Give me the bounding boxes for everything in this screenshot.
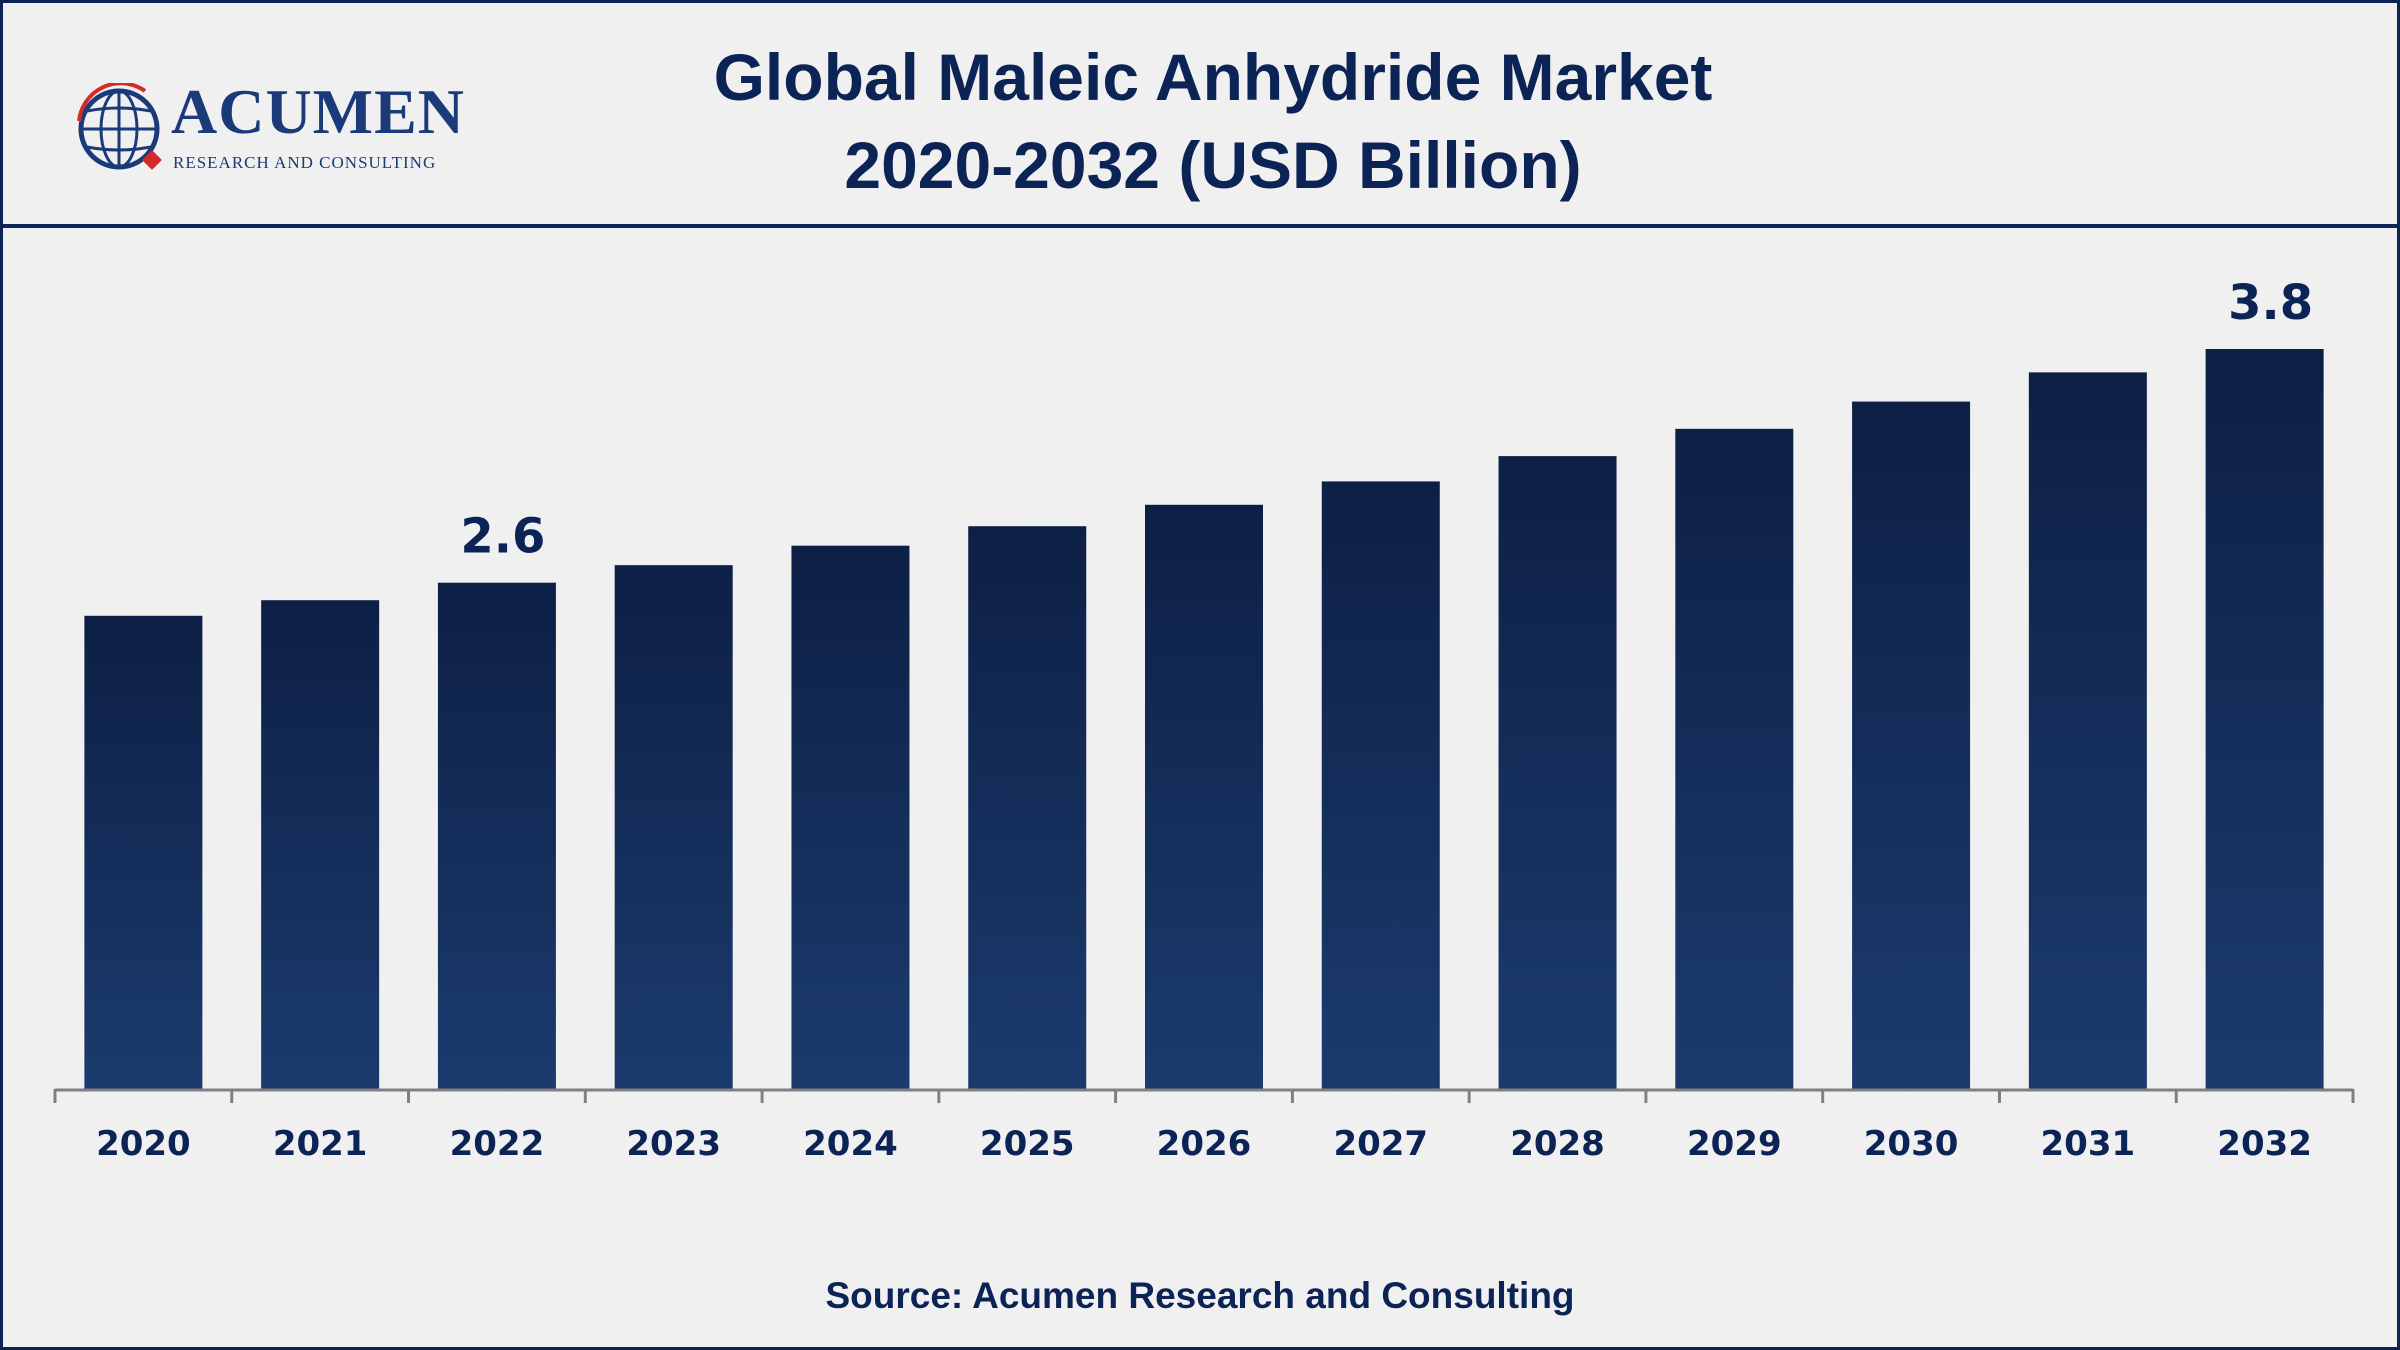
bar-2029	[1675, 428, 1794, 1089]
x-tick-label: 2032	[2217, 1124, 2312, 1164]
bar-chart: 2020 2021 2022 2023 2024 2025 2026 2027 2028 2029…	[53, 275, 2355, 1164]
data-labels: 2.6 3.8	[460, 275, 2313, 565]
bar-2023	[614, 565, 733, 1089]
bar-2024	[791, 545, 910, 1089]
x-tick-label: 2030	[1864, 1124, 1959, 1164]
x-tick-label: 2024	[803, 1124, 898, 1164]
x-tick-label: 2022	[450, 1124, 545, 1164]
x-tick-label: 2020	[96, 1124, 191, 1164]
bar-2027	[1321, 481, 1440, 1090]
x-tick-label: 2021	[273, 1124, 368, 1164]
x-tick-label: 2023	[626, 1124, 721, 1164]
x-tick-label: 2031	[2041, 1124, 2136, 1164]
x-tick-label: 2025	[980, 1124, 1075, 1164]
x-tick-label: 2026	[1157, 1124, 1252, 1164]
bar-2022	[437, 582, 556, 1089]
globe-icon	[77, 83, 162, 170]
bar-2032	[2205, 349, 2324, 1089]
x-axis: 2020 2021 2022 2023 2024 2025 2026 2027 2028 2029…	[53, 1088, 2355, 1164]
x-tick-label: 2027	[1333, 1124, 1428, 1164]
bar-2026	[1145, 504, 1263, 1090]
bar-2031	[2028, 372, 2147, 1089]
bar-2028	[1498, 456, 1617, 1089]
header-divider	[3, 224, 2397, 228]
data-label-2022: 2.6	[460, 509, 545, 565]
x-tick-label: 2029	[1687, 1124, 1782, 1164]
bar-2025	[968, 526, 1087, 1089]
bar-series	[84, 349, 2324, 1090]
header: ACUMEN RESEARCH AND CONSULTING Global Ma…	[3, 3, 2397, 225]
bar-2020	[84, 615, 203, 1089]
chart-title-line2: 2020-2032 (USD Billion)	[844, 128, 1582, 202]
logo-name: ACUMEN	[171, 76, 465, 147]
chart-title-line1: Global Maleic Anhydride Market	[713, 40, 1713, 114]
x-tick-label: 2028	[1510, 1124, 1605, 1164]
chart-title: Global Maleic Anhydride Market 2020-2032…	[563, 33, 1863, 209]
source-note: Source: Acumen Research and Consulting	[825, 1275, 1575, 1316]
data-label-2032: 3.8	[2228, 275, 2313, 331]
bar-2021	[261, 600, 380, 1089]
logo: ACUMEN RESEARCH AND CONSULTING	[75, 77, 475, 177]
bar-2030	[1852, 401, 1971, 1089]
logo-tagline: RESEARCH AND CONSULTING	[173, 153, 437, 172]
